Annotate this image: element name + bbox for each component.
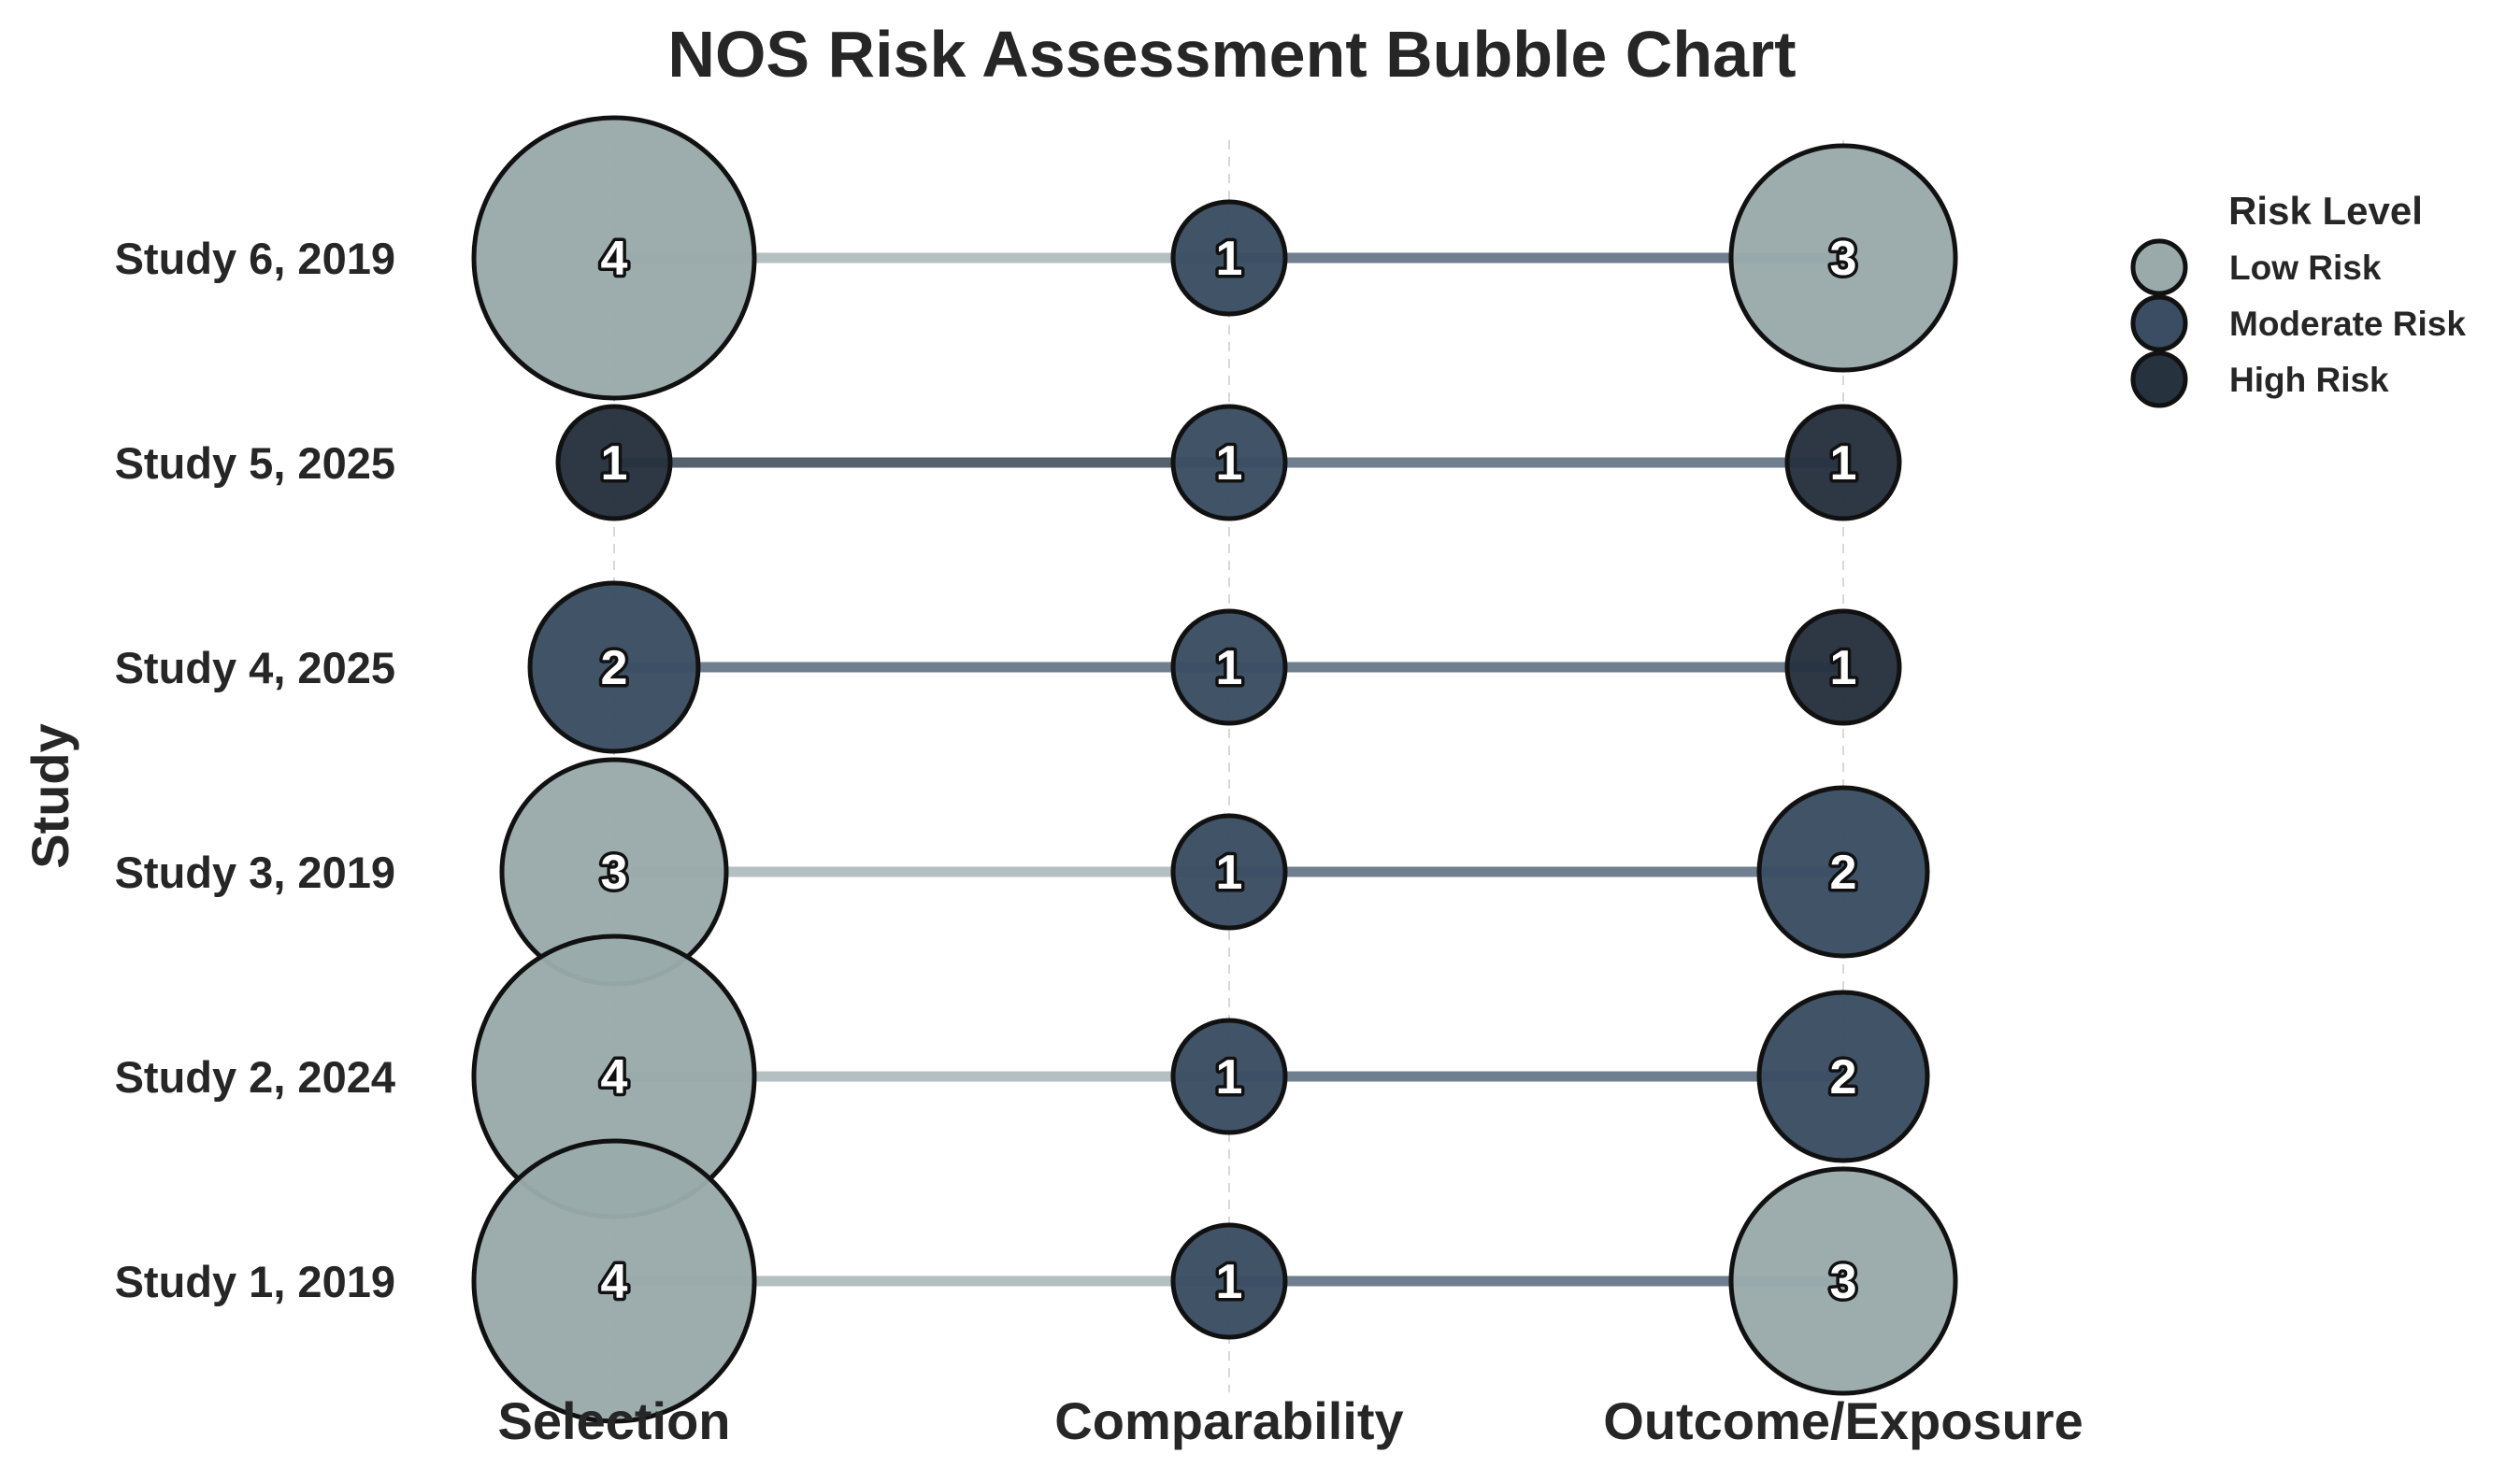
y-axis-label: Study bbox=[21, 723, 79, 869]
data-label: 1 bbox=[1216, 1050, 1243, 1105]
data-label: 1 bbox=[1830, 641, 1857, 695]
bubble bbox=[1756, 990, 1930, 1163]
y-tick-label: Study 6, 2019 bbox=[115, 234, 395, 283]
bubble bbox=[1784, 404, 1902, 521]
y-tick-label: Study 2, 2024 bbox=[115, 1052, 395, 1102]
bubble bbox=[1170, 1018, 1288, 1135]
bubble bbox=[527, 580, 701, 754]
bubble bbox=[555, 404, 673, 521]
bubble bbox=[1170, 813, 1288, 931]
bubble-labels: 4 1 3 4 1 2 3 1 2 2 1 1 1 1 1 4 1 3 bbox=[597, 229, 1860, 1313]
y-tick-label: Study 4, 2025 bbox=[115, 643, 395, 692]
data-label: 1 bbox=[1216, 436, 1243, 491]
data-label: 1 bbox=[1830, 436, 1857, 491]
x-axis-ticks: Selection Comparability Outcome/Exposure bbox=[498, 1391, 2083, 1450]
data-label: 4 bbox=[601, 1255, 628, 1309]
y-tick-label: Study 1, 2019 bbox=[115, 1257, 395, 1306]
x-tick-label: Outcome/Exposure bbox=[1603, 1391, 2083, 1450]
bubble bbox=[1170, 608, 1288, 726]
legend-marker bbox=[2130, 294, 2188, 352]
grid bbox=[613, 140, 1844, 1392]
data-label: 3 bbox=[1830, 232, 1857, 286]
bubble bbox=[1170, 404, 1288, 521]
bubbles bbox=[471, 115, 1958, 1424]
legend-label: Moderate Risk bbox=[2229, 305, 2466, 343]
legend-label: Low Risk bbox=[2229, 249, 2382, 287]
legend-marker bbox=[2130, 238, 2188, 296]
legend-marker bbox=[2130, 350, 2188, 408]
bubble bbox=[1756, 785, 1930, 959]
data-label: 1 bbox=[1216, 232, 1243, 286]
bubble bbox=[1170, 1222, 1288, 1340]
data-label: 1 bbox=[1216, 1255, 1243, 1309]
legend-label: High Risk bbox=[2229, 361, 2389, 399]
data-label: 1 bbox=[1216, 641, 1243, 695]
bubble bbox=[1784, 608, 1902, 726]
legend-title: Risk Level bbox=[2228, 189, 2423, 233]
y-axis-ticks: Study 1, 2019 Study 2, 2024 Study 3, 2019 S… bbox=[115, 234, 395, 1306]
bubble bbox=[471, 1138, 757, 1424]
bubble bbox=[471, 115, 757, 401]
data-label: 1 bbox=[1216, 846, 1243, 900]
data-label: 2 bbox=[1830, 846, 1857, 900]
data-label: 2 bbox=[1830, 1050, 1857, 1105]
bubble bbox=[1728, 143, 1958, 373]
data-label: 4 bbox=[601, 1050, 628, 1105]
x-tick-label: Comparability bbox=[1054, 1391, 1403, 1450]
y-tick-label: Study 3, 2019 bbox=[115, 848, 395, 897]
data-label: 3 bbox=[601, 846, 628, 900]
chart-title: NOS Risk Assessment Bubble Chart bbox=[667, 18, 1796, 91]
data-label: 2 bbox=[601, 641, 628, 695]
data-label: 1 bbox=[601, 436, 628, 491]
legend: Risk Level Low Risk Moderate Risk High Ris… bbox=[2130, 189, 2466, 408]
x-tick-label: Selection bbox=[498, 1391, 731, 1450]
bubble bbox=[1170, 199, 1288, 317]
data-label: 3 bbox=[1830, 1255, 1857, 1309]
bubble bbox=[1728, 1166, 1958, 1396]
data-label: 4 bbox=[601, 232, 628, 286]
y-tick-label: Study 5, 2025 bbox=[115, 438, 395, 488]
